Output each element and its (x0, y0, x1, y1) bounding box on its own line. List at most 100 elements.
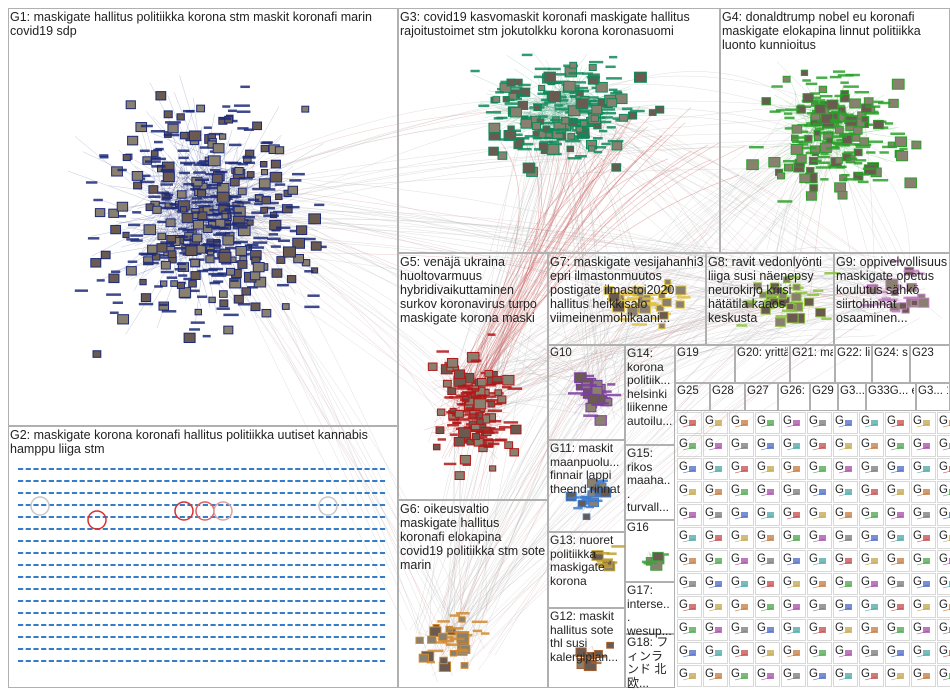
node-avatar (511, 425, 521, 434)
node-avatar (223, 236, 234, 245)
small-group-label: G (679, 553, 688, 565)
node-label (18, 516, 23, 518)
node-label (72, 612, 77, 614)
node-label (33, 552, 38, 554)
node-label (573, 507, 582, 510)
node-label (141, 516, 146, 518)
node-avatar (253, 122, 262, 130)
node-label (499, 138, 509, 141)
node-label (295, 636, 300, 638)
node-label (280, 612, 285, 614)
node-label (607, 126, 616, 129)
small-group-label: G (809, 622, 818, 634)
node-label (172, 636, 177, 638)
node-label (26, 516, 31, 518)
node-label (473, 630, 482, 633)
node-label (226, 576, 231, 578)
node-label (180, 624, 185, 626)
node-label (134, 492, 139, 494)
node-label (195, 576, 200, 578)
small-group-label: G (835, 622, 844, 634)
node-label (479, 436, 487, 439)
node-label (295, 624, 300, 626)
node-label (834, 95, 842, 98)
node-label (18, 660, 23, 662)
node-label (280, 648, 285, 650)
node-label (95, 552, 100, 554)
small-group-label: G (913, 553, 922, 565)
node-label (72, 564, 77, 566)
node-label (191, 321, 205, 324)
node-label (218, 504, 223, 506)
node-label (203, 540, 208, 542)
node-label (157, 504, 162, 506)
node-label (172, 540, 177, 542)
small-group-label: G (757, 507, 766, 519)
small-group-label: G (705, 530, 714, 542)
node-avatar (251, 303, 260, 311)
node-label (87, 492, 92, 494)
node-label (180, 468, 185, 470)
node-label (80, 516, 85, 518)
node-label (226, 648, 231, 650)
node-label (218, 516, 223, 518)
node-label (57, 504, 62, 506)
node-label (234, 636, 239, 638)
small-group-label: G (757, 668, 766, 680)
node-label (218, 564, 223, 566)
node-avatar (261, 207, 268, 213)
node-label (380, 636, 385, 638)
node-label (272, 516, 277, 518)
small-group-label: G (731, 599, 740, 611)
small-group-label: G (705, 438, 714, 450)
node-label (160, 183, 173, 186)
small-group-label: G (913, 622, 922, 634)
node-label (257, 504, 262, 506)
node-label (438, 438, 446, 441)
node-avatar (459, 428, 471, 438)
small-group-label: G (731, 553, 740, 565)
node-label (341, 564, 346, 566)
node-label (49, 660, 54, 662)
node-avatar (810, 185, 818, 191)
node-label (126, 588, 131, 590)
node-label (103, 612, 108, 614)
small-group-label: G (913, 438, 922, 450)
node-label (195, 648, 200, 650)
small-group-label: G (757, 530, 766, 542)
small-group-label: G (835, 668, 844, 680)
node-label (272, 540, 277, 542)
small-group-label: G (913, 576, 922, 588)
small-group-label: G (887, 622, 896, 634)
small-group-label: G (835, 530, 844, 542)
node-avatar (567, 146, 574, 152)
node-label (198, 205, 210, 208)
node-label (201, 244, 216, 247)
node-label (357, 636, 362, 638)
node-avatar (177, 191, 186, 198)
node-label (110, 564, 115, 566)
node-label (75, 289, 88, 292)
node-label (261, 142, 272, 145)
small-group-label: G (679, 438, 688, 450)
node-label (211, 468, 216, 470)
node-label (228, 110, 237, 113)
small-group-label: G (757, 553, 766, 565)
node-label (349, 540, 354, 542)
node-label (365, 636, 370, 638)
small-group-label: G (757, 576, 766, 588)
node-label (349, 612, 354, 614)
small-group-label: G (757, 484, 766, 496)
node-label (207, 214, 218, 217)
node-label (141, 468, 146, 470)
node-avatar (612, 142, 622, 150)
node-label (95, 504, 100, 506)
node-label (820, 95, 833, 98)
node-label (95, 636, 100, 638)
node-label (195, 624, 200, 626)
node-label (226, 600, 231, 602)
node-label (49, 636, 54, 638)
node-avatar (819, 86, 826, 92)
node-label (582, 72, 593, 75)
small-group-label: G (757, 415, 766, 427)
